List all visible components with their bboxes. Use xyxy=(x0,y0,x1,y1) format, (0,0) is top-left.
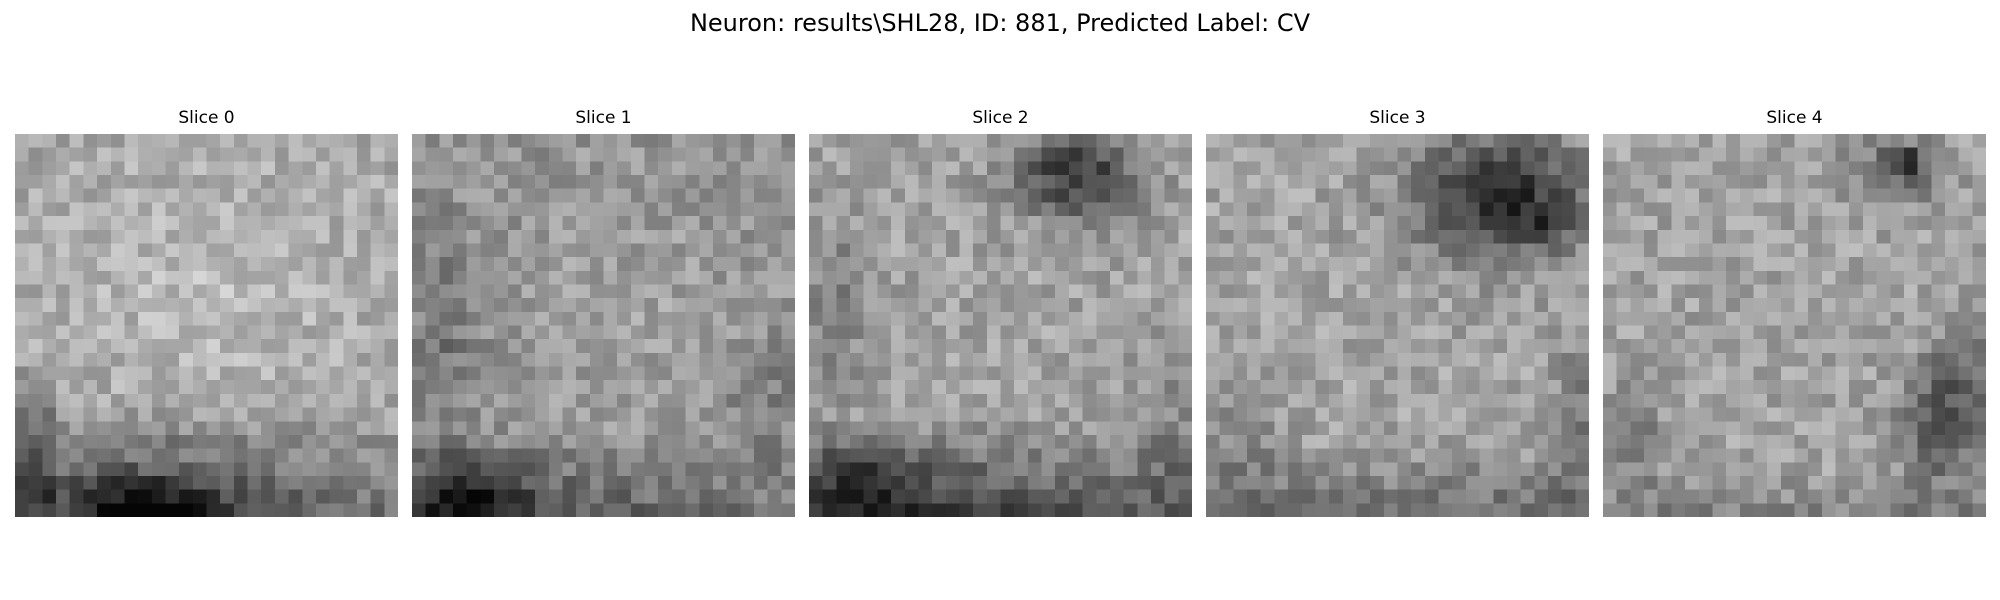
slice-title: Slice 0 xyxy=(178,108,235,128)
slice-panel-1: Slice 1 xyxy=(412,104,795,524)
slice-image xyxy=(412,134,795,517)
slice-title: Slice 4 xyxy=(1766,108,1823,128)
slice-title: Slice 3 xyxy=(1369,108,1426,128)
slice-image xyxy=(1603,134,1986,517)
slice-panel-2: Slice 2 xyxy=(809,104,1192,524)
slice-image xyxy=(15,134,398,517)
slice-title: Slice 1 xyxy=(575,108,632,128)
slice-panel-3: Slice 3 xyxy=(1206,104,1589,524)
slice-panel-4: Slice 4 xyxy=(1603,104,1986,524)
slice-image xyxy=(809,134,1192,517)
slice-image xyxy=(1206,134,1589,517)
slice-panel-0: Slice 0 xyxy=(15,104,398,524)
figure-title: Neuron: results\SHL28, ID: 881, Predicte… xyxy=(689,9,1311,37)
slice-title: Slice 2 xyxy=(972,108,1029,128)
